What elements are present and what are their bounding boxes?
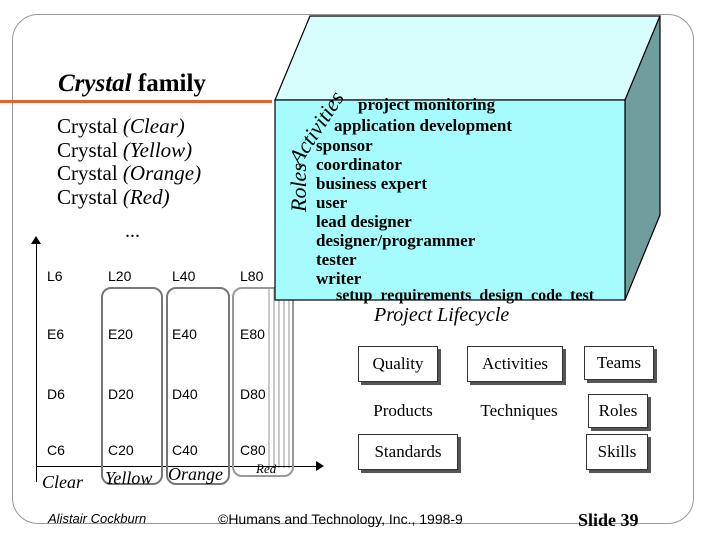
- slide-title: Crystal family: [58, 70, 206, 98]
- red-column-hatch: [268, 288, 294, 468]
- role-item: lead designer: [316, 212, 412, 231]
- clear-label: Clear: [42, 472, 84, 492]
- grid-cell: D6: [47, 386, 65, 402]
- grid-cell: C40: [172, 442, 198, 458]
- red-column-box: [232, 287, 294, 477]
- title-rest: family: [131, 70, 206, 97]
- cube-top-face: [274, 15, 661, 101]
- teams-box: Teams: [584, 346, 654, 380]
- grid-base-arrow: [316, 461, 324, 471]
- red-label: Red: [256, 461, 277, 476]
- grid-cell: L6: [47, 268, 63, 284]
- grid-cell: D20: [108, 386, 134, 402]
- roles-box: Roles: [588, 394, 648, 428]
- variant-yellow: Crystal (Yellow): [57, 137, 193, 162]
- standards-box: Standards: [358, 434, 458, 470]
- grid-cell: E6: [47, 326, 65, 342]
- quality-box: Quality: [358, 346, 438, 382]
- role-item: sponsor: [316, 136, 373, 155]
- footer-copyright: ©Humans and Technology, Inc., 1998-9: [218, 511, 463, 527]
- variant-orange: Crystal (Orange): [57, 161, 202, 185]
- products-box: Products: [373, 401, 433, 420]
- lifecycle-title: Project Lifecycle: [373, 304, 509, 326]
- role-item: tester: [316, 250, 357, 269]
- skills-box: Skills: [586, 434, 648, 470]
- title-underline-bar: [0, 100, 272, 103]
- role-item: user: [316, 193, 348, 212]
- grid-base-line: [36, 466, 320, 467]
- grid-axis-arrow: [31, 236, 41, 244]
- activity-item: application development: [334, 116, 512, 135]
- techniques-box: Techniques: [480, 401, 558, 420]
- cube-front-face: [274, 99, 626, 301]
- role-item: business expert: [316, 174, 427, 193]
- grid-cell: E20: [108, 326, 133, 342]
- grid-cell: E80: [240, 326, 265, 342]
- grid-cell: C80: [240, 442, 266, 458]
- role-item: writer: [316, 269, 362, 288]
- variant-clear: Crystal (Clear): [57, 114, 185, 138]
- crystal-variant-list: Crystal (Clear) Crystal (Yellow) Crystal…: [57, 114, 202, 209]
- yellow-column-box: [101, 287, 163, 485]
- more-variants-ellipsis: ...: [125, 220, 140, 242]
- roles-axis-label: Roles: [286, 163, 311, 213]
- grid-cell: L20: [108, 268, 132, 284]
- grid-cell: L40: [172, 268, 196, 284]
- activity-item: project monitoring: [358, 95, 496, 114]
- footer-author: Alistair Cockburn: [48, 511, 147, 526]
- grid-cell: C20: [108, 442, 134, 458]
- orange-column-box: [166, 287, 230, 485]
- variant-red: Crystal (Red): [57, 184, 170, 209]
- grid-cell: E40: [172, 326, 197, 342]
- lifecycle-cube: Roles Activities project monitoring appl…: [274, 15, 661, 326]
- grid-cell: C6: [47, 442, 65, 458]
- grid-cell: L80: [240, 268, 264, 284]
- grid-axis-line: [36, 242, 37, 482]
- yellow-label: Yellow: [105, 468, 153, 488]
- orange-label: Orange: [168, 464, 223, 484]
- grid-cell: D80: [240, 386, 266, 402]
- activities-box: Activities: [467, 346, 563, 382]
- role-item: coordinator: [316, 155, 402, 174]
- role-item: designer/programmer: [316, 231, 476, 250]
- title-italic: Crystal: [58, 70, 132, 97]
- slide-frame: [12, 14, 694, 524]
- slide-number: Slide 39: [578, 510, 639, 530]
- lifecycle-steps: setup requirements design code test: [336, 287, 595, 304]
- grid-cell: D40: [172, 386, 198, 402]
